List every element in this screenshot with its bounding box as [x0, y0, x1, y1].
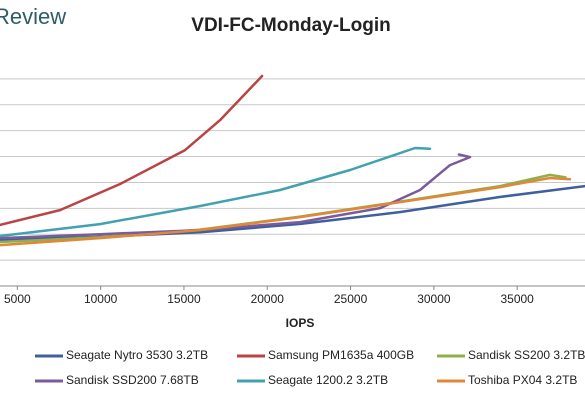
series-line — [0, 74, 264, 227]
legend-label: Samsung PM1635a 400GB — [268, 348, 414, 362]
legend-label: Seagate Nytro 3530 3.2TB — [66, 348, 208, 362]
series-line — [0, 153, 472, 240]
x-tick-label: 15000 — [167, 292, 201, 306]
x-axis-label: IOPS — [286, 316, 315, 330]
x-tick-label: 5000 — [4, 292, 31, 306]
x-tick-label: 35000 — [500, 292, 534, 306]
chart-title: VDI-FC-Monday-Login — [191, 15, 390, 36]
x-tick-label: 20000 — [251, 292, 285, 306]
series-line — [0, 176, 572, 247]
x-tick-label: 30000 — [417, 292, 451, 306]
legend-label: Sandisk SS200 3.2TB — [468, 348, 585, 362]
series-line — [0, 184, 585, 242]
legend-label: Toshiba PX04 3.2TB — [468, 373, 577, 387]
series-line — [0, 146, 432, 238]
x-tick-label: 25000 — [334, 292, 368, 306]
legend-label: Seagate 1200.2 3.2TB — [268, 373, 388, 387]
x-tick-label: 10000 — [84, 292, 118, 306]
legend-label: Sandisk SSD200 7.68TB — [66, 373, 199, 387]
brand: Review — [0, 4, 66, 29]
